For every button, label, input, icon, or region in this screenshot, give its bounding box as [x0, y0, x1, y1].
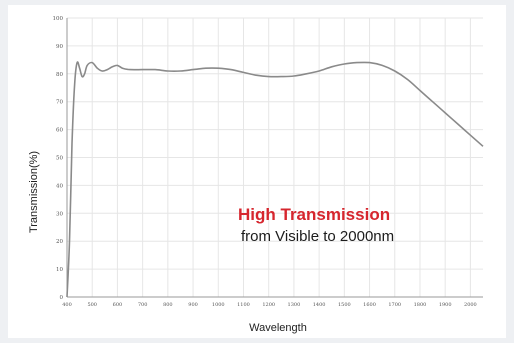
y-tick-label: 70	[56, 100, 63, 106]
x-tick-label: 600	[113, 302, 123, 308]
annotation-text: from Visible to 2000nm	[241, 228, 394, 245]
x-tick-label: 500	[87, 302, 97, 308]
x-tick-label: 1800	[414, 302, 427, 308]
x-tick-label: 800	[163, 302, 173, 308]
y-axis-ticks: 0 10 20 30 40 50 60 70 80 90 100	[53, 16, 64, 301]
series-line-transmission	[66, 61, 484, 298]
x-tick-label: 1200	[262, 302, 275, 308]
x-tick-label: 700	[138, 302, 148, 308]
y-tick-label: 40	[56, 183, 63, 189]
y-tick-label: 90	[56, 44, 63, 50]
x-tick-label: 1300	[288, 302, 301, 308]
x-tick-label: 1600	[363, 302, 376, 308]
y-tick-label: 0	[60, 295, 64, 301]
x-tick-label: 1500	[338, 302, 351, 308]
grid	[66, 17, 483, 298]
x-tick-label: 1100	[237, 302, 250, 308]
y-tick-label: 30	[56, 211, 63, 217]
y-tick-label: 10	[56, 267, 63, 273]
x-tick-label: 1400	[313, 302, 326, 308]
chart-card: 0 10 20 30 40 50 60 70 80 90 100 400 500 600 700 800 90…	[8, 5, 506, 338]
x-tick-label: 1000	[212, 302, 225, 308]
x-axis-label: Wavelength	[249, 322, 307, 334]
y-axis-label: Transmission(%)	[28, 151, 40, 233]
x-tick-label: 1700	[388, 302, 401, 308]
x-tick-label: 1900	[439, 302, 452, 308]
transmission-chart: 0 10 20 30 40 50 60 70 80 90 100 400 500 600 700 800 90…	[28, 16, 484, 334]
y-tick-label: 60	[56, 128, 63, 134]
annotation-highlight: High Transmission	[238, 205, 390, 224]
y-tick-label: 100	[53, 16, 64, 22]
x-tick-label: 2000	[464, 302, 477, 308]
y-tick-label: 50	[56, 156, 63, 162]
y-tick-label: 20	[56, 239, 63, 245]
x-axis-ticks: 400 500 600 700 800 900 1000 1100 1200 1300 1400 15…	[62, 302, 477, 308]
y-tick-label: 80	[56, 72, 63, 78]
x-tick-label: 400	[62, 302, 72, 308]
x-tick-label: 900	[188, 302, 198, 308]
